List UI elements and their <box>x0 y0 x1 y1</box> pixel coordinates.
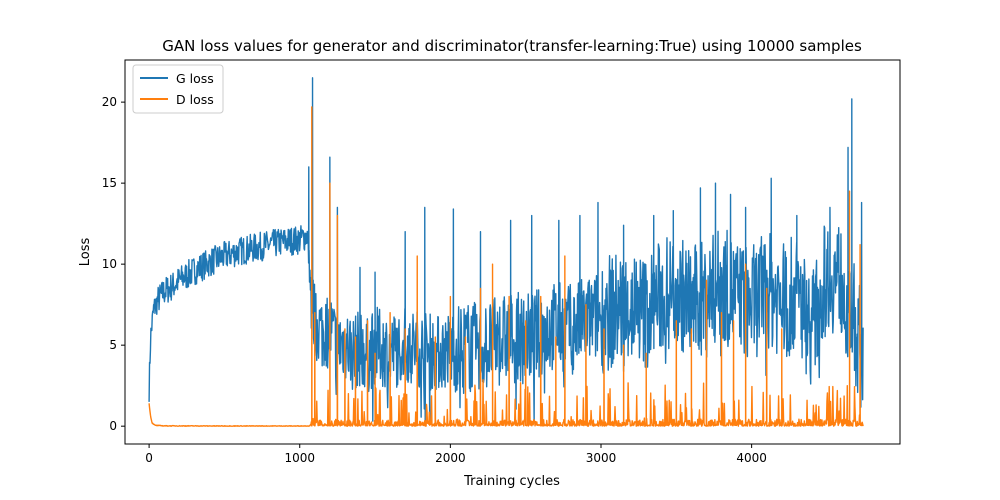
y-tick-label: 0 <box>109 419 117 433</box>
y-axis-label: Loss <box>78 238 93 267</box>
y-tick-label: 20 <box>102 95 117 109</box>
legend-label-g-loss: G loss <box>176 71 214 86</box>
x-tick-label: 0 <box>145 451 153 465</box>
x-tick-label: 3000 <box>586 451 617 465</box>
axes-frame <box>124 59 901 445</box>
plot-area <box>148 77 864 427</box>
y-tick-label: 10 <box>102 257 117 271</box>
x-tick-label: 4000 <box>736 451 767 465</box>
x-axis: 0 1000 2000 3000 4000 <box>145 444 767 465</box>
x-tick-label: 2000 <box>435 451 466 465</box>
y-tick-label: 5 <box>109 338 117 352</box>
legend-label-d-loss: D loss <box>176 92 214 107</box>
y-tick-label: 15 <box>102 176 117 190</box>
y-axis: 0 5 10 15 20 <box>102 95 125 433</box>
x-tick-label: 1000 <box>284 451 315 465</box>
series-line-d-loss <box>148 106 864 427</box>
x-axis-label: Training cycles <box>463 474 560 489</box>
legend: G loss D loss <box>132 64 224 114</box>
chart-title: GAN loss values for generator and discri… <box>162 37 862 55</box>
